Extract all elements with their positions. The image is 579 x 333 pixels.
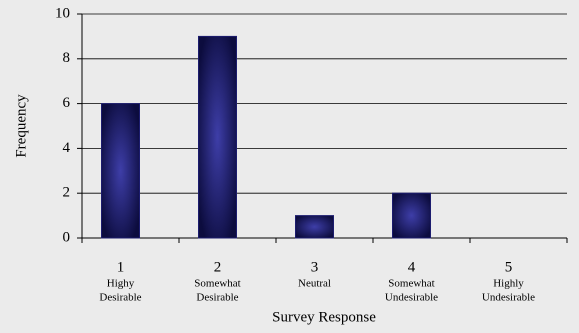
category-description: Desirable [99, 292, 141, 304]
category-description: Somewhat [388, 278, 434, 290]
x-tick-label: 1 [117, 259, 125, 275]
y-tick-label: 8 [63, 50, 71, 66]
bar [295, 215, 334, 239]
x-tick-label: 3 [311, 259, 319, 275]
category-description: Neutral [298, 278, 331, 290]
bar [101, 103, 140, 239]
category-description: Highly [493, 278, 524, 290]
y-axis-label: Frequency [13, 94, 29, 158]
y-tick-label: 2 [63, 185, 71, 201]
category-description: Highy [107, 278, 135, 290]
category-description: Undesirable [385, 292, 438, 304]
y-tick-label: 6 [63, 95, 71, 111]
bar [198, 35, 237, 239]
y-tick-label: 10 [55, 5, 70, 21]
category-description: Somewhat [194, 278, 240, 290]
y-tick-label: 4 [63, 140, 71, 156]
y-tick-label: 0 [63, 229, 71, 245]
x-axis-label: Survey Response [272, 309, 376, 325]
x-tick-label: 2 [214, 259, 222, 275]
category-description: Desirable [196, 292, 238, 304]
x-tick-label: 4 [408, 259, 416, 275]
bar [392, 192, 431, 239]
x-tick-label: 5 [505, 259, 513, 275]
category-description: Undesirable [482, 292, 535, 304]
